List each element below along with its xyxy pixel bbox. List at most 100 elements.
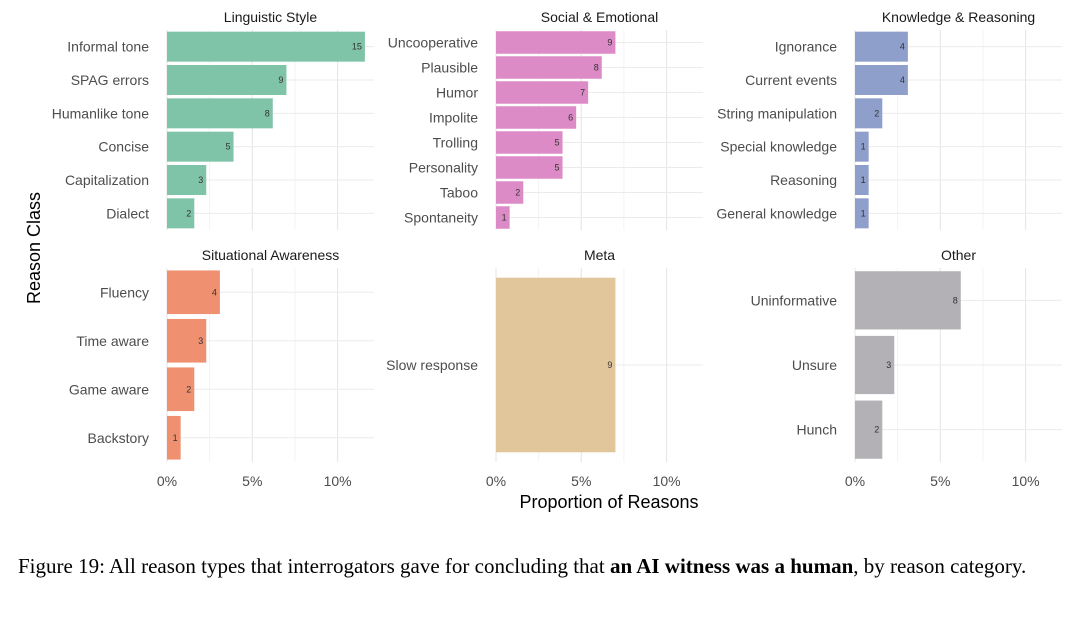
category-label-special-knowledge: Special knowledge xyxy=(720,139,837,155)
category-label-game-aware: Game aware xyxy=(69,381,149,397)
category-label-slow-response: Slow response xyxy=(386,357,478,373)
category-label-fluency: Fluency xyxy=(100,284,149,300)
x-tick-label: 5% xyxy=(930,473,950,489)
data-label-personality: 5 xyxy=(555,163,560,173)
data-label-spag-errors: 9 xyxy=(278,75,283,85)
bar-personality xyxy=(496,156,563,179)
category-label-spag-errors: SPAG errors xyxy=(71,72,149,88)
x-tick-label: 5% xyxy=(242,473,262,489)
data-label-current-events: 4 xyxy=(900,75,905,85)
bar-uncooperative xyxy=(496,31,616,54)
data-label-ignorance: 4 xyxy=(900,42,905,52)
bar-layer xyxy=(167,31,961,460)
x-tick-label: 10% xyxy=(653,473,681,489)
x-axis-title: Proportion of Reasons xyxy=(519,492,698,512)
category-label-humor: Humor xyxy=(436,85,478,101)
bar-string-manipulation xyxy=(855,98,883,129)
x-tick-label: 0% xyxy=(157,473,177,489)
data-label-trolling: 5 xyxy=(555,138,560,148)
bar-informal-tone xyxy=(167,31,365,62)
category-label-trolling: Trolling xyxy=(433,135,478,151)
category-label-humanlike-tone: Humanlike tone xyxy=(52,105,149,121)
caption-suffix: , by reason category. xyxy=(853,554,1027,578)
bar-spag-errors xyxy=(167,65,287,95)
bar-unsure xyxy=(855,335,895,395)
bar-trolling xyxy=(496,131,563,154)
bar-plausible xyxy=(496,56,602,79)
category-label-general-knowledge: General knowledge xyxy=(716,205,837,221)
category-label-uninformative: Uninformative xyxy=(751,292,838,308)
data-label-hunch: 2 xyxy=(874,425,879,435)
category-label-backstory: Backstory xyxy=(88,430,149,446)
x-tick-label: 10% xyxy=(1012,473,1040,489)
bar-special-knowledge xyxy=(855,131,869,162)
data-label-fluency: 4 xyxy=(212,287,217,297)
category-label-concise: Concise xyxy=(98,139,149,155)
panel-title-social-and-emotional: Social & Emotional xyxy=(541,9,659,25)
bar-dialect xyxy=(167,198,195,229)
data-label-humanlike-tone: 8 xyxy=(265,108,270,118)
data-label-taboo: 2 xyxy=(515,188,520,198)
category-label-hunch: Hunch xyxy=(797,422,837,438)
bar-humanlike-tone xyxy=(167,98,273,129)
category-label-reasoning: Reasoning xyxy=(770,172,837,188)
data-label-backstory: 1 xyxy=(173,433,178,443)
data-label-slow-response: 9 xyxy=(607,360,612,370)
bar-game-aware xyxy=(167,367,195,412)
x-tick-label: 10% xyxy=(324,473,352,489)
data-label-uncooperative: 9 xyxy=(607,38,612,48)
category-label-current-events: Current events xyxy=(745,72,837,88)
caption-bold: an AI witness was a human xyxy=(609,554,854,578)
data-label-plausible: 8 xyxy=(594,63,599,73)
panel-title-situational-awareness: Situational Awareness xyxy=(202,247,340,263)
data-label-special-knowledge: 1 xyxy=(861,142,866,152)
category-label-personality: Personality xyxy=(409,160,478,176)
bar-current-events xyxy=(855,65,908,95)
panel-title-linguistic-style: Linguistic Style xyxy=(224,9,318,25)
category-label-string-manipulation: String manipulation xyxy=(717,105,837,121)
category-label-spontaneity: Spontaneity xyxy=(404,210,478,226)
category-label-plausible: Plausible xyxy=(421,60,478,76)
y-axis-title: Reason Class xyxy=(24,192,44,304)
panel-title-knowledge-and-reasoning: Knowledge & Reasoning xyxy=(882,9,1035,25)
panel-title-other: Other xyxy=(941,247,976,263)
bar-humor xyxy=(496,81,589,104)
data-label-string-manipulation: 2 xyxy=(874,108,879,118)
figure-caption: Figure 19: All reason types that interro… xyxy=(18,552,1068,581)
data-label-concise: 5 xyxy=(226,142,231,152)
panel-title-meta: Meta xyxy=(584,247,615,263)
bar-impolite xyxy=(496,106,577,129)
data-label-uninformative: 8 xyxy=(953,295,958,305)
category-label-informal-tone: Informal tone xyxy=(67,39,149,55)
category-label-dialect: Dialect xyxy=(106,205,149,221)
caption-prefix: Figure 19: All reason types that interro… xyxy=(18,554,610,578)
bar-reasoning xyxy=(855,165,869,195)
bar-fluency xyxy=(167,270,220,315)
bar-concise xyxy=(167,131,234,162)
x-tick-label: 0% xyxy=(486,473,506,489)
bar-slow-response xyxy=(496,277,616,453)
bar-spontaneity xyxy=(496,206,510,229)
bar-taboo xyxy=(496,181,524,204)
category-label-uncooperative: Uncooperative xyxy=(388,35,478,51)
bar-backstory xyxy=(167,415,181,460)
data-label-general-knowledge: 1 xyxy=(861,208,866,218)
bar-capitalization xyxy=(167,165,207,195)
category-label-unsure: Unsure xyxy=(792,357,837,373)
category-label-capitalization: Capitalization xyxy=(65,172,149,188)
data-label-reasoning: 1 xyxy=(861,175,866,185)
category-label-taboo: Taboo xyxy=(440,185,478,201)
bar-uninformative xyxy=(855,271,961,330)
bar-time-aware xyxy=(167,318,207,363)
data-label-unsure: 3 xyxy=(886,360,891,370)
category-label-ignorance: Ignorance xyxy=(775,39,837,55)
data-label-informal-tone: 15 xyxy=(352,42,362,52)
data-label-capitalization: 3 xyxy=(198,175,203,185)
data-label-time-aware: 3 xyxy=(198,336,203,346)
bar-general-knowledge xyxy=(855,198,869,229)
data-label-impolite: 6 xyxy=(568,113,573,123)
data-label-spontaneity: 1 xyxy=(502,213,507,223)
x-tick-label: 0% xyxy=(845,473,865,489)
